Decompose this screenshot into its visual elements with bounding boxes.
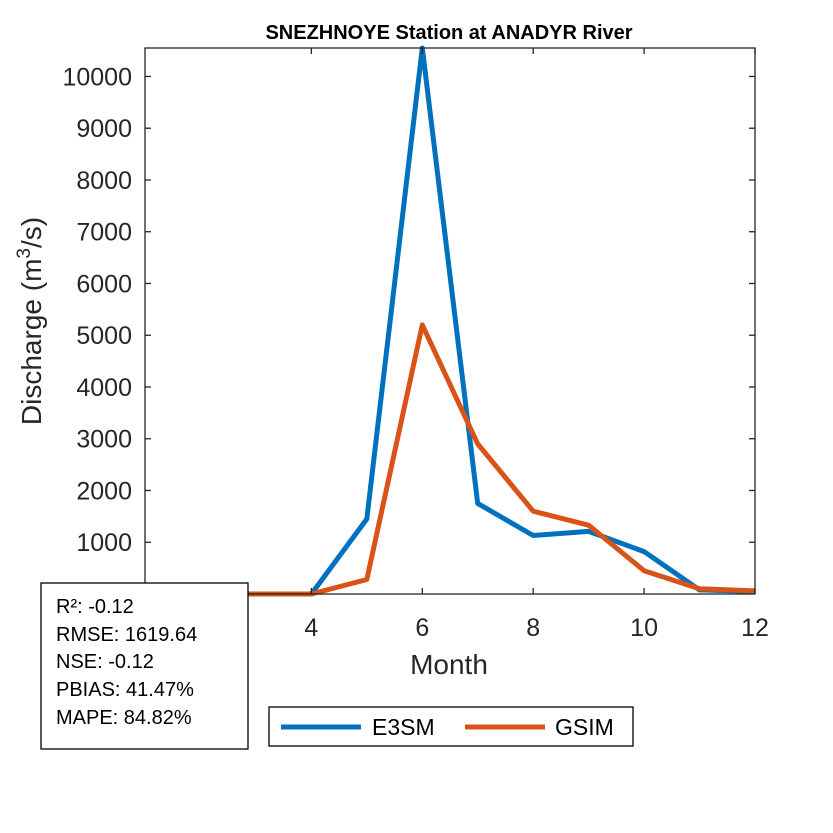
- stats-pbias: PBIAS: 41.47%: [56, 679, 194, 701]
- x-tick-label: 4: [304, 614, 318, 642]
- y-axis-label-end: /s): [16, 217, 47, 248]
- y-tick-label: 4000: [76, 374, 132, 402]
- legend: E3SM GSIM: [268, 706, 634, 747]
- legend-label-gsim: GSIM: [555, 714, 614, 740]
- y-axis-label-base: Discharge (m: [16, 259, 47, 425]
- y-tick-label: 2000: [76, 477, 132, 505]
- stats-box: R²: -0.12 RMSE: 1619.64 NSE: -0.12 PBIAS…: [40, 582, 249, 750]
- axis-ticks: 4 6 8 10 12 1000 2000 3000 4000 5000 6000 7000 8000 9…: [62, 48, 769, 642]
- y-axis-label-superscript: 3: [14, 248, 35, 259]
- y-tick-label: 3000: [76, 426, 132, 454]
- y-tick-label: 9000: [76, 115, 132, 143]
- x-tick-label: 8: [526, 614, 540, 642]
- stats-rmse: RMSE: 1619.64: [56, 624, 197, 646]
- y-tick-label: 5000: [76, 322, 132, 350]
- y-tick-label: 6000: [76, 270, 132, 298]
- x-tick-label: 6: [415, 614, 429, 642]
- plot-frame: [144, 47, 756, 595]
- legend-label-e3sm: E3SM: [372, 714, 435, 740]
- y-tick-label: 8000: [76, 167, 132, 195]
- chart-title: SNEZHNOYE Station at ANADYR River: [265, 22, 632, 44]
- y-tick-label: 7000: [76, 219, 132, 247]
- stats-box-frame: [40, 582, 249, 750]
- y-tick-label: 1000: [76, 529, 132, 557]
- x-tick-label: 12: [741, 614, 769, 642]
- x-axis-label: Month: [410, 649, 488, 680]
- stats-r2: R²: -0.12: [56, 596, 134, 618]
- y-axis-label: Discharge (m3/s): [14, 217, 47, 425]
- stats-nse: NSE: -0.12: [56, 651, 154, 673]
- stats-mape: MAPE: 84.82%: [56, 707, 192, 729]
- y-tick-label: 10000: [62, 63, 132, 91]
- x-tick-label: 10: [630, 614, 658, 642]
